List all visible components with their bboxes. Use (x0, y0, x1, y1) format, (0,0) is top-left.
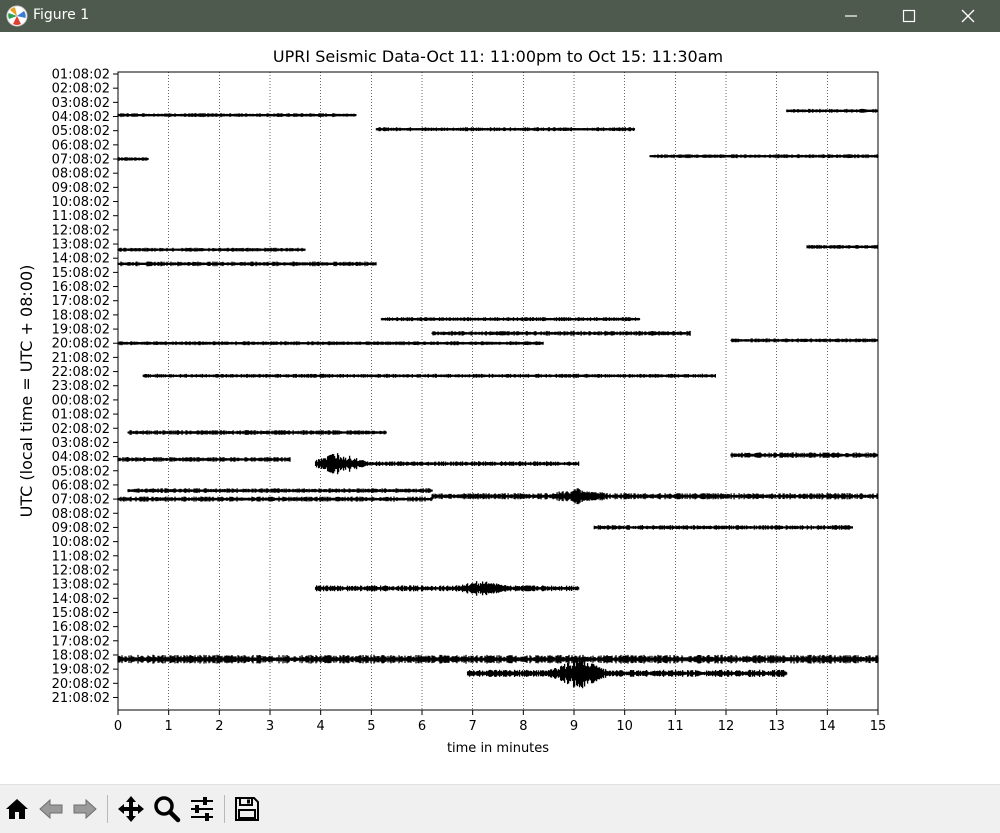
minimize-icon (845, 15, 857, 17)
y-tick-label: 02:08:02 (52, 82, 110, 97)
y-tick-label: 17:08:02 (52, 634, 110, 649)
y-tick-label: 03:08:02 (52, 436, 110, 451)
y-tick-label: 08:08:02 (52, 167, 110, 182)
x-tick-label: 1 (165, 719, 173, 734)
figure-canvas[interactable]: UPRI Seismic Data-Oct 11: 11:00pm to Oct… (0, 32, 1000, 784)
y-tick-label: 09:08:02 (52, 181, 110, 196)
x-axis-label: time in minutes (447, 741, 549, 756)
y-tick-label: 19:08:02 (52, 323, 110, 338)
y-tick-label: 06:08:02 (52, 478, 110, 493)
y-tick-label: 02:08:02 (52, 422, 110, 437)
close-icon (961, 9, 975, 23)
pan-button[interactable] (115, 793, 147, 825)
window-titlebar[interactable]: Figure 1 (0, 0, 1000, 32)
left-arrow-icon (39, 798, 63, 820)
x-tick-label: 11 (667, 719, 684, 734)
x-tick-label: 10 (616, 719, 633, 734)
maximize-button[interactable] (880, 0, 938, 32)
toolbar-separator (107, 795, 108, 823)
right-arrow-icon (73, 798, 97, 820)
y-tick-label: 03:08:02 (52, 96, 110, 111)
configure-subplots-button[interactable] (186, 793, 218, 825)
y-tick-label: 14:08:02 (52, 592, 110, 607)
y-tick-label: 17:08:02 (52, 294, 110, 309)
toolbar-separator (224, 795, 225, 823)
forward-button[interactable] (69, 793, 101, 825)
y-tick-label: 12:08:02 (52, 223, 110, 238)
maximize-icon (902, 9, 916, 23)
x-tick-label: 6 (418, 719, 426, 734)
y-tick-label: 11:08:02 (52, 209, 110, 224)
window-title: Figure 1 (33, 7, 90, 23)
x-tick-label: 5 (367, 719, 375, 734)
x-tick-label: 2 (215, 719, 223, 734)
x-tick-label: 3 (266, 719, 274, 734)
y-tick-label: 21:08:02 (52, 351, 110, 366)
x-tick-label: 8 (519, 719, 527, 734)
y-tick-label: 08:08:02 (52, 507, 110, 522)
y-axis: 01:08:0202:08:0203:08:0204:08:0205:08:02… (52, 68, 118, 706)
y-tick-label: 13:08:02 (52, 578, 110, 593)
navigation-toolbar (0, 784, 1000, 833)
y-tick-label: 09:08:02 (52, 521, 110, 536)
y-tick-label: 14:08:02 (52, 252, 110, 267)
y-tick-label: 16:08:02 (52, 620, 110, 635)
chart-title: UPRI Seismic Data-Oct 11: 11:00pm to Oct… (273, 47, 723, 66)
x-tick-label: 9 (570, 719, 578, 734)
x-axis: 0 1 2 3 4 5 6 7 8 9 10 11 12 13 14 15 (114, 710, 886, 734)
y-tick-label: 10:08:02 (52, 195, 110, 210)
save-button[interactable] (231, 793, 263, 825)
matplotlib-logo-icon (6, 5, 28, 27)
y-tick-label: 01:08:02 (52, 408, 110, 423)
y-tick-label: 19:08:02 (52, 663, 110, 678)
y-tick-label: 13:08:02 (52, 238, 110, 253)
x-tick-label: 14 (819, 719, 836, 734)
y-tick-label: 06:08:02 (52, 138, 110, 153)
plot-frame (117, 71, 879, 711)
y-tick-label: 20:08:02 (52, 677, 110, 692)
y-axis-label: UTC (local time = UTC + 08:00) (17, 265, 36, 518)
y-tick-label: 20:08:02 (52, 337, 110, 352)
y-tick-label: 05:08:02 (52, 124, 110, 139)
y-tick-label: 11:08:02 (52, 549, 110, 564)
floppy-disk-icon (235, 797, 259, 821)
close-button[interactable] (939, 0, 997, 32)
y-tick-label: 22:08:02 (52, 365, 110, 380)
back-button[interactable] (35, 793, 67, 825)
y-tick-label: 10:08:02 (52, 535, 110, 550)
y-tick-label: 12:08:02 (52, 563, 110, 578)
y-tick-label: 01:08:02 (52, 68, 110, 83)
y-tick-label: 21:08:02 (52, 691, 110, 706)
magnifier-icon (154, 796, 181, 823)
y-tick-label: 07:08:02 (52, 153, 110, 168)
x-gridlines (168, 72, 828, 710)
y-tick-label: 05:08:02 (52, 464, 110, 479)
x-tick-label: 7 (469, 719, 477, 734)
y-tick-label: 04:08:02 (52, 450, 110, 465)
home-button[interactable] (1, 793, 33, 825)
y-tick-label: 18:08:02 (52, 308, 110, 323)
zoom-button[interactable] (151, 793, 183, 825)
y-tick-label: 04:08:02 (52, 110, 110, 125)
x-tick-label: 12 (718, 719, 735, 734)
x-tick-label: 13 (768, 719, 785, 734)
y-tick-label: 18:08:02 (52, 648, 110, 663)
y-tick-label: 15:08:02 (52, 266, 110, 281)
y-tick-label: 00:08:02 (52, 393, 110, 408)
y-tick-label: 15:08:02 (52, 606, 110, 621)
move-arrows-icon (118, 796, 144, 822)
seismic-traces (117, 108, 879, 689)
y-tick-label: 16:08:02 (52, 280, 110, 295)
x-tick-label: 4 (317, 719, 325, 734)
x-tick-label: 15 (870, 719, 887, 734)
y-tick-label: 23:08:02 (52, 379, 110, 394)
x-tick-label: 0 (114, 719, 122, 734)
minimize-button[interactable] (822, 0, 880, 32)
home-icon (6, 799, 28, 819)
y-tick-label: 07:08:02 (52, 493, 110, 508)
seismic-chart: UPRI Seismic Data-Oct 11: 11:00pm to Oct… (17, 47, 886, 756)
sliders-icon (191, 797, 213, 821)
